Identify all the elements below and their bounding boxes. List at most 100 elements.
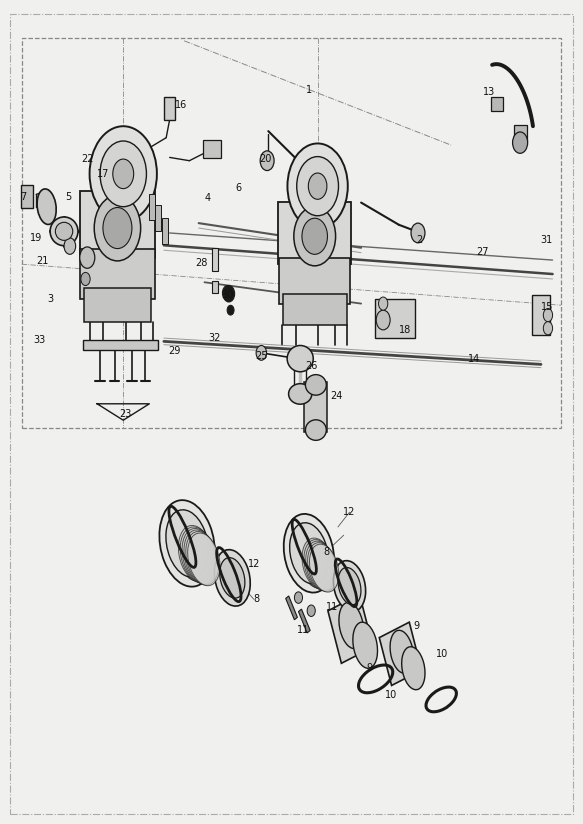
- Text: 9: 9: [413, 620, 419, 630]
- Circle shape: [543, 308, 553, 321]
- Circle shape: [308, 173, 327, 199]
- Circle shape: [297, 157, 339, 216]
- Ellipse shape: [308, 543, 338, 592]
- Text: 8: 8: [323, 546, 329, 556]
- Ellipse shape: [166, 510, 208, 577]
- Ellipse shape: [287, 345, 313, 372]
- Circle shape: [81, 273, 90, 286]
- Ellipse shape: [390, 630, 413, 673]
- Circle shape: [378, 297, 388, 310]
- Circle shape: [294, 207, 336, 266]
- Text: 24: 24: [331, 391, 343, 400]
- Text: 22: 22: [81, 154, 93, 164]
- Bar: [149, 194, 155, 220]
- Text: 3: 3: [48, 293, 54, 304]
- Text: 33: 33: [33, 335, 45, 344]
- Ellipse shape: [353, 622, 378, 668]
- Bar: [298, 609, 310, 633]
- Circle shape: [103, 208, 132, 249]
- Ellipse shape: [284, 514, 334, 592]
- Ellipse shape: [300, 536, 332, 588]
- Ellipse shape: [298, 535, 331, 588]
- Ellipse shape: [333, 560, 366, 611]
- Text: 16: 16: [175, 100, 187, 110]
- Ellipse shape: [302, 538, 333, 589]
- Circle shape: [256, 345, 266, 360]
- Text: 10: 10: [385, 691, 398, 700]
- Circle shape: [223, 286, 233, 300]
- Bar: [80, 191, 155, 259]
- Text: 25: 25: [255, 351, 268, 361]
- Circle shape: [100, 141, 146, 207]
- Text: 10: 10: [436, 649, 448, 659]
- Bar: [304, 382, 328, 432]
- Ellipse shape: [304, 540, 335, 590]
- Text: 28: 28: [195, 258, 208, 268]
- Text: 19: 19: [30, 233, 43, 243]
- Ellipse shape: [305, 419, 326, 440]
- Bar: [514, 124, 527, 141]
- Ellipse shape: [188, 533, 220, 586]
- Bar: [80, 250, 154, 298]
- Circle shape: [287, 143, 348, 229]
- Ellipse shape: [186, 531, 219, 585]
- Circle shape: [260, 151, 274, 171]
- Circle shape: [223, 286, 234, 302]
- Text: 17: 17: [97, 169, 109, 179]
- Text: 30: 30: [222, 289, 234, 300]
- Ellipse shape: [310, 544, 339, 592]
- Ellipse shape: [305, 541, 336, 591]
- Bar: [83, 339, 158, 349]
- Bar: [155, 205, 161, 232]
- Text: 9: 9: [367, 663, 373, 673]
- Ellipse shape: [290, 522, 328, 583]
- Ellipse shape: [305, 375, 326, 396]
- Text: 7: 7: [20, 192, 27, 202]
- Text: 20: 20: [259, 154, 272, 164]
- Text: 12: 12: [343, 508, 356, 517]
- Text: 18: 18: [399, 325, 411, 335]
- Ellipse shape: [184, 530, 217, 584]
- Bar: [279, 202, 351, 265]
- Bar: [84, 288, 151, 322]
- Ellipse shape: [215, 550, 250, 606]
- Ellipse shape: [182, 528, 216, 583]
- Circle shape: [80, 247, 95, 269]
- Bar: [212, 282, 218, 293]
- Text: 32: 32: [209, 333, 221, 343]
- Circle shape: [294, 592, 303, 603]
- Ellipse shape: [175, 522, 211, 581]
- Text: 31: 31: [540, 235, 553, 245]
- Text: 23: 23: [119, 410, 131, 419]
- Bar: [380, 622, 422, 686]
- Bar: [162, 218, 168, 245]
- Ellipse shape: [50, 217, 78, 246]
- Text: 14: 14: [468, 353, 480, 363]
- Bar: [328, 595, 373, 663]
- Bar: [20, 185, 33, 208]
- Text: 4: 4: [204, 194, 210, 204]
- Circle shape: [64, 238, 76, 255]
- Text: 21: 21: [36, 256, 48, 266]
- Bar: [279, 258, 350, 303]
- Ellipse shape: [159, 500, 215, 587]
- Text: 12: 12: [248, 559, 260, 569]
- Bar: [203, 140, 221, 158]
- Text: 26: 26: [305, 361, 318, 371]
- Circle shape: [90, 126, 157, 222]
- Ellipse shape: [178, 526, 213, 583]
- Text: 29: 29: [168, 346, 181, 356]
- Text: 1: 1: [306, 85, 312, 95]
- Text: 11: 11: [326, 602, 338, 612]
- Ellipse shape: [402, 647, 425, 690]
- Text: 5: 5: [65, 192, 71, 202]
- Ellipse shape: [289, 384, 312, 405]
- Bar: [375, 298, 415, 338]
- Bar: [283, 293, 347, 325]
- Ellipse shape: [55, 222, 73, 241]
- Text: 27: 27: [477, 247, 489, 257]
- Circle shape: [307, 605, 315, 616]
- Ellipse shape: [220, 558, 245, 598]
- Ellipse shape: [177, 524, 212, 582]
- Circle shape: [113, 159, 134, 189]
